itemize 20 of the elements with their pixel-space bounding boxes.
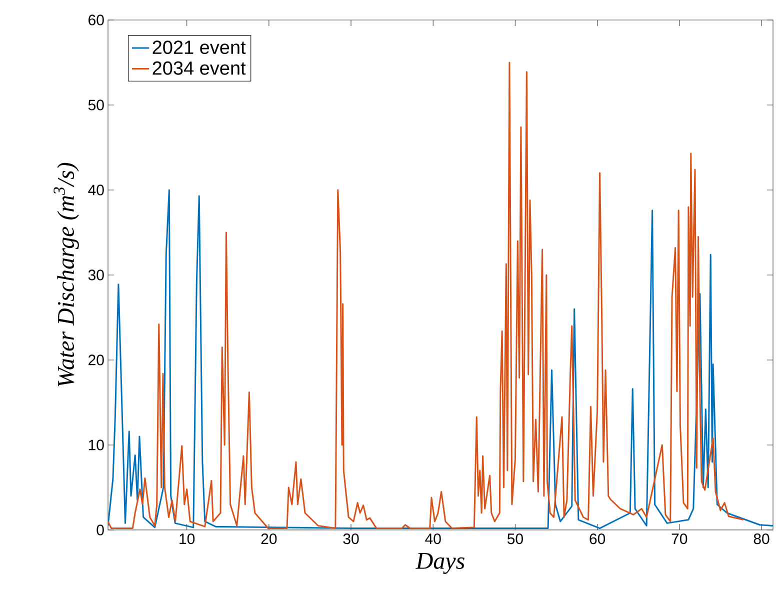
x-tick-label: 80 [754,534,770,544]
y-tick-label: 0 [96,524,104,536]
legend-label: 2034 event [152,61,246,75]
x-tick-label: 10 [180,534,195,544]
x-tick-label: 30 [343,534,359,544]
y-tick-label: 20 [88,354,104,366]
x-tick-label: 70 [672,534,688,544]
x-tick-label: 60 [590,534,606,544]
line-series [108,62,744,530]
x-axis-title: Days [416,553,464,574]
legend-label: 2021 event [152,40,246,54]
x-tick-label: 20 [261,534,277,544]
y-tick-label: 30 [88,270,104,280]
y-tick-label: 10 [88,440,104,450]
y-axis-title: Water Discharge (m$^{3}$/s) [54,162,79,386]
y-tick-label: 60 [88,14,104,26]
y-tick-label: 50 [88,100,104,110]
y-tick-label: 40 [88,184,104,196]
x-tick-label: 40 [425,534,441,544]
x-tick-label: 50 [507,534,523,544]
